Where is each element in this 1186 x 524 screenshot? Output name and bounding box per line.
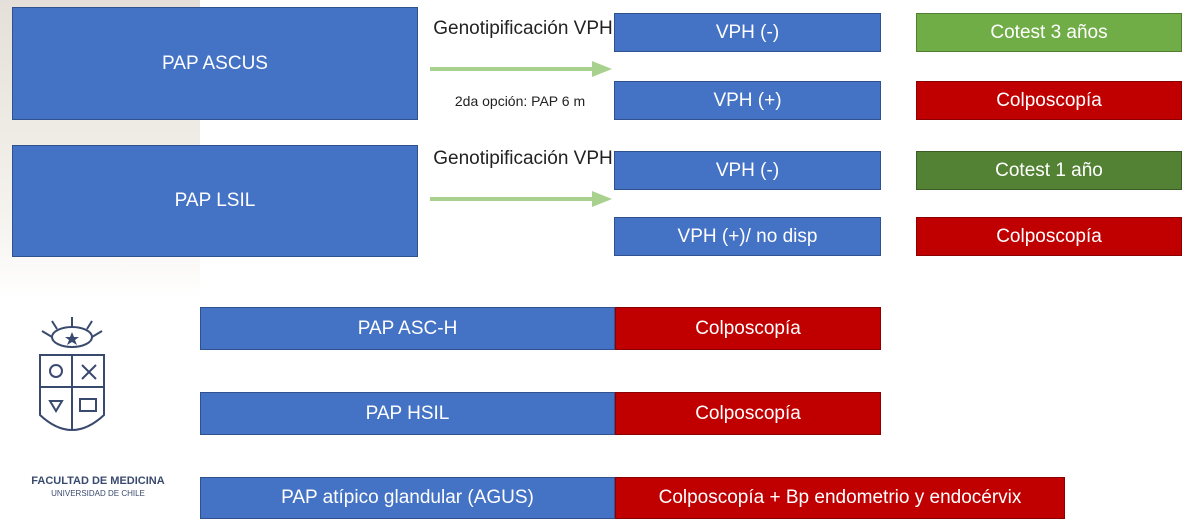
lsil-box: PAP LSIL <box>12 145 418 257</box>
seal-emblem-icon <box>39 317 105 431</box>
lsil-vph-neg-box: VPH (-) <box>614 151 881 190</box>
lsil-cotest-box: Cotest 1 año <box>916 151 1182 190</box>
logo-line1: FACULTAD DE MEDICINA <box>31 475 165 487</box>
lsil-label: PAP LSIL <box>174 190 256 211</box>
ascus-vph-pos-box: VPH (+) <box>614 81 881 120</box>
ascus-vph-neg-box: VPH (-) <box>614 13 881 52</box>
ascus-arrow <box>430 61 612 77</box>
agus-box: PAP atípico glandular (AGUS) <box>200 477 615 519</box>
ascus-test-label: Genotipificación VPH <box>433 18 613 39</box>
ascus-cotest-box: Cotest 3 años <box>916 13 1182 52</box>
lsil-colposcopia-box: Colposcopía <box>916 217 1182 256</box>
lsil-arrow <box>430 191 612 207</box>
asch-box: PAP ASC-H <box>200 307 615 350</box>
lsil-test-label: Genotipificación VPH <box>433 148 613 169</box>
lsil-vph-pos-box: VPH (+)/ no disp <box>614 217 881 256</box>
logo-line2: UNIVERSIDAD DE CHILE <box>51 489 145 498</box>
faculty-seal-logo: FACULTAD DE MEDICINA UNIVERSIDAD DE CHIL… <box>12 315 165 500</box>
hsil-box: PAP HSIL <box>200 392 615 435</box>
ascus-label: PAP ASCUS <box>162 52 268 74</box>
ascus-colposcopia-box: Colposcopía <box>916 81 1182 120</box>
agus-result-box: Colposcopía + Bp endometrio y endocérvix <box>615 477 1065 519</box>
ascus-alt-label: 2da opción: PAP 6 m <box>454 93 586 109</box>
ascus-box: PAP ASCUS <box>12 7 418 120</box>
asch-colposcopia-box: Colposcopía <box>615 307 881 350</box>
hsil-colposcopia-box: Colposcopía <box>615 392 881 435</box>
